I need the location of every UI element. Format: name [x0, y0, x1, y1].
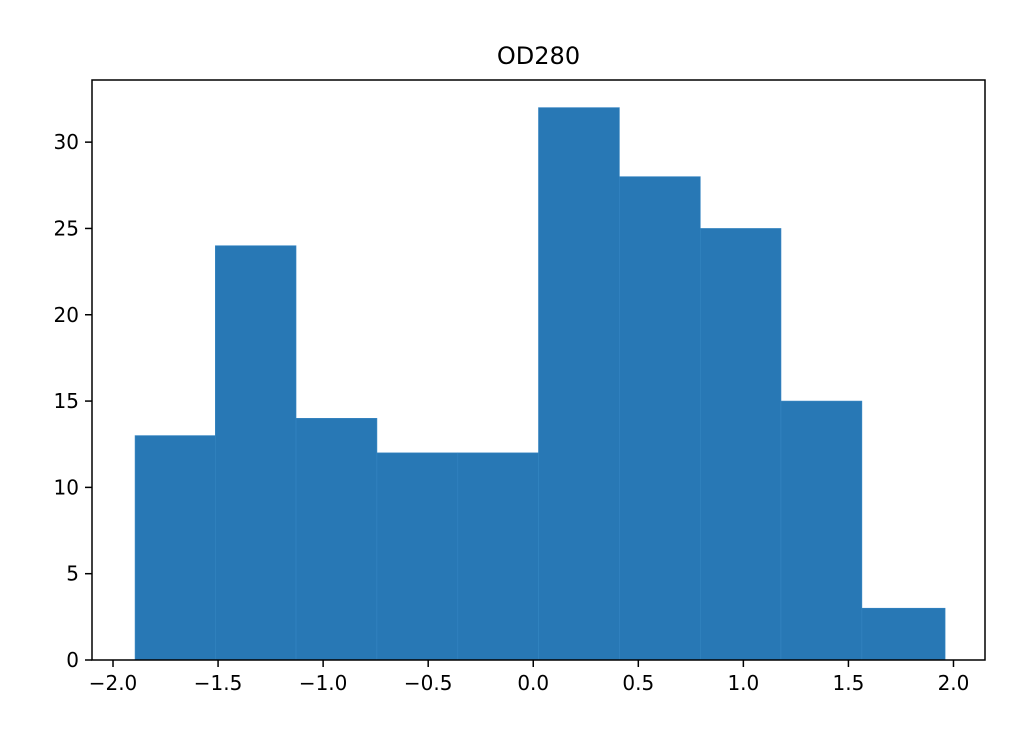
x-tick-label: −1.5 — [194, 671, 243, 695]
y-tick-label: 15 — [54, 389, 79, 413]
histogram-bar-7 — [619, 176, 701, 661]
y-tick-label: 20 — [54, 303, 79, 327]
bars-group — [134, 107, 946, 661]
x-tick-label: −1.0 — [299, 671, 348, 695]
x-tick-label: 0.5 — [622, 671, 654, 695]
x-tick-label: 0.0 — [517, 671, 549, 695]
x-tick-label: 1.5 — [833, 671, 865, 695]
x-tick-label: 1.0 — [727, 671, 759, 695]
y-tick-label: 0 — [66, 648, 79, 672]
y-tick-label: 5 — [66, 562, 79, 586]
histogram-bar-8 — [699, 228, 782, 661]
histogram-bar-4 — [376, 452, 459, 661]
histogram-bar-2 — [215, 245, 297, 661]
x-tick-label: 2.0 — [938, 671, 970, 695]
histogram-bar-1 — [134, 435, 216, 661]
histogram-bar-6 — [538, 107, 620, 661]
y-axis: 0 5 10 15 20 25 30 — [54, 130, 92, 672]
plot-frame — [91, 79, 986, 661]
chart-title: OD280 — [497, 42, 580, 70]
histogram-bar-5 — [457, 452, 539, 661]
y-tick-label: 25 — [54, 216, 79, 240]
histogram-bar-9 — [780, 400, 863, 661]
histogram-bar-3 — [295, 418, 378, 661]
x-tick-label: −0.5 — [404, 671, 453, 695]
x-tick-label: −2.0 — [89, 671, 138, 695]
histogram-bar-10 — [861, 607, 946, 661]
y-tick-label: 10 — [54, 475, 79, 499]
y-tick-label: 30 — [54, 130, 79, 154]
x-axis: −2.0 −1.5 −1.0 −0.5 0.0 0.5 1.0 1.5 2.0 — [89, 660, 970, 695]
